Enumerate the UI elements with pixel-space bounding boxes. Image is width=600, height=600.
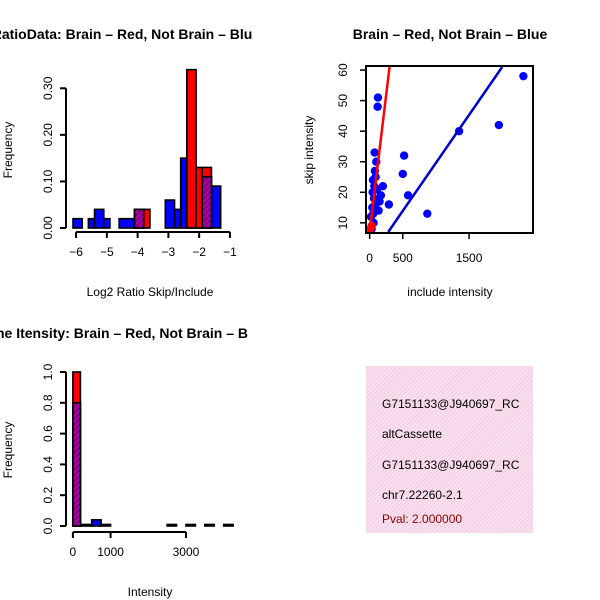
intensity-hist-overlap-bar <box>72 401 82 527</box>
ratio-hist-blue-bar <box>87 217 96 229</box>
ratio-histogram-bars <box>72 68 222 229</box>
ratio-hist-x-tick-label: −5 <box>100 245 114 259</box>
scatter-y-tick-label: 60 <box>336 63 350 77</box>
intensity-histogram-bars <box>72 371 234 527</box>
ratio-hist-x-tick-label: −1 <box>223 245 237 259</box>
ratio-hist-y-tick-label: 0.20 <box>41 123 55 147</box>
scatter-point <box>403 191 413 200</box>
not-brain-fit-line <box>387 66 504 233</box>
ratio-hist-y-tick-label: 0.30 <box>41 76 55 100</box>
ratio-hist-blue-bar <box>173 208 182 229</box>
ratio-hist-overlap-bar <box>201 175 213 229</box>
intensity-hist-y-tick-label: 0.2 <box>41 487 55 504</box>
scatter-point <box>494 120 504 130</box>
intensity-hist-y-tick-label: 0.8 <box>41 394 55 411</box>
intensity-scatter-axes: 0 500 1500 10 20 30 40 50 60 <box>336 63 483 265</box>
ratio-hist-blue-bar <box>164 199 176 229</box>
intensity-hist-blue-bar <box>166 523 178 527</box>
scatter-point <box>376 191 386 200</box>
scatter-point <box>370 148 379 157</box>
info-panel-background <box>366 366 533 533</box>
intensity-hist-x-tick-label: 0 <box>70 545 77 559</box>
scatter-y-tick-label: 20 <box>336 185 350 199</box>
intensity-histogram-ylabel: Frequency <box>1 422 15 479</box>
info-gene-id: G7151133@J940697_RC <box>382 397 520 411</box>
intensity-hist-y-tick-label: 0.0 <box>41 517 55 534</box>
intensity-hist-y-tick-label: 0.4 <box>41 456 55 473</box>
intensity-scatter: Brain – Red, Not Brain – Blue include in… <box>302 26 547 299</box>
ratio-hist-red-bar <box>195 166 204 229</box>
scatter-point <box>399 151 409 160</box>
scatter-point <box>373 102 382 111</box>
ratio-hist-blue-bar <box>72 217 84 229</box>
ratio-histogram: RatioData: Brain – Red, Not Brain – Blu … <box>0 26 252 299</box>
ratio-histogram-xlabel: Log2 Ratio Skip/Include <box>87 285 214 299</box>
intensity-histogram-xlabel: Intensity <box>128 585 173 599</box>
intensity-hist-x-tick-label: 3000 <box>173 545 200 559</box>
ratio-hist-overlap-bar <box>133 208 145 229</box>
ratio-hist-x-tick-label: −2 <box>192 245 206 259</box>
ratio-hist-blue-bar <box>93 208 105 229</box>
intensity-hist-y-tick-label: 1.0 <box>41 363 55 380</box>
intensity-hist-blue-bar <box>100 523 112 527</box>
scatter-point <box>398 169 407 179</box>
ratio-histogram-ylabel: Frequency <box>1 122 15 179</box>
scatter-point <box>374 206 383 215</box>
intensity-histogram: ne Itensity: Brain – Red, Not Brain – B … <box>0 325 248 599</box>
intensity-scatter-frame <box>365 65 534 234</box>
ratio-histogram-title: RatioData: Brain – Red, Not Brain – Blu <box>0 26 252 42</box>
ratio-hist-y-tick-label: 0.00 <box>41 216 55 240</box>
brain-fit-line <box>368 66 391 233</box>
intensity-hist-blue-bar <box>204 523 216 527</box>
scatter-y-tick-label: 30 <box>336 155 350 169</box>
scatter-x-tick-label: 500 <box>393 251 413 265</box>
info-location: chr7.22260-2.1 <box>382 488 463 502</box>
ratio-hist-blue-bar <box>210 185 222 229</box>
info-event-type: altCassette <box>382 427 442 441</box>
scatter-point <box>423 209 432 218</box>
scatter-point <box>378 181 388 191</box>
intensity-hist-y-tick-label: 0.6 <box>41 425 55 442</box>
ratio-hist-blue-bar <box>102 217 111 229</box>
ratio-hist-x-tick-label: −6 <box>69 245 83 259</box>
intensity-histogram-title: ne Itensity: Brain – Red, Not Brain – B <box>0 325 248 341</box>
intensity-hist-x-tick-label: 1000 <box>97 545 124 559</box>
info-panel-clip: G7151133@J940697_RC altCassette G7151133… <box>382 397 520 526</box>
scatter-y-tick-label: 50 <box>336 94 350 108</box>
scatter-x-tick-label: 1500 <box>456 251 483 265</box>
scatter-x-tick-label: 0 <box>366 251 373 265</box>
intensity-scatter-ylabel: skip intensity <box>302 116 316 185</box>
ratio-hist-x-tick-label: −4 <box>131 245 145 259</box>
intensity-hist-blue-bar <box>79 523 93 527</box>
intensity-scatter-title: Brain – Red, Not Brain – Blue <box>353 26 548 42</box>
scatter-point <box>384 200 394 209</box>
scatter-y-tick-label: 40 <box>336 124 350 138</box>
scatter-point <box>373 93 383 102</box>
info-gene-id-2: G7151133@J940697_RC <box>382 458 520 472</box>
intensity-hist-blue-bar <box>90 519 102 527</box>
intensity-scatter-plot-area <box>366 66 528 233</box>
ratio-hist-blue-bar <box>118 217 136 229</box>
ratio-hist-x-tick-label: −3 <box>162 245 176 259</box>
scatter-y-tick-label: 10 <box>336 216 350 230</box>
info-pval: Pval: 2.000000 <box>382 512 462 526</box>
ratio-hist-red-bar <box>186 68 197 229</box>
scatter-point <box>519 71 528 81</box>
ratio-hist-y-tick-label: 0.10 <box>41 169 55 193</box>
info-panel: G7151133@J940697_RC altCassette G7151133… <box>366 366 533 533</box>
intensity-scatter-xlabel: include intensity <box>407 285 492 299</box>
intensity-hist-blue-bar <box>222 523 234 527</box>
intensity-scatter-marks <box>366 66 528 233</box>
intensity-hist-blue-bar <box>185 523 197 527</box>
ratio-histogram-axes: −6 −5 −4 −3 −2 −1 0.00 0.10 0.20 0.30 <box>41 76 237 259</box>
intensity-histogram-axes: 0 1000 3000 0.0 0.2 0.4 0.6 0.8 1.0 <box>41 363 200 559</box>
